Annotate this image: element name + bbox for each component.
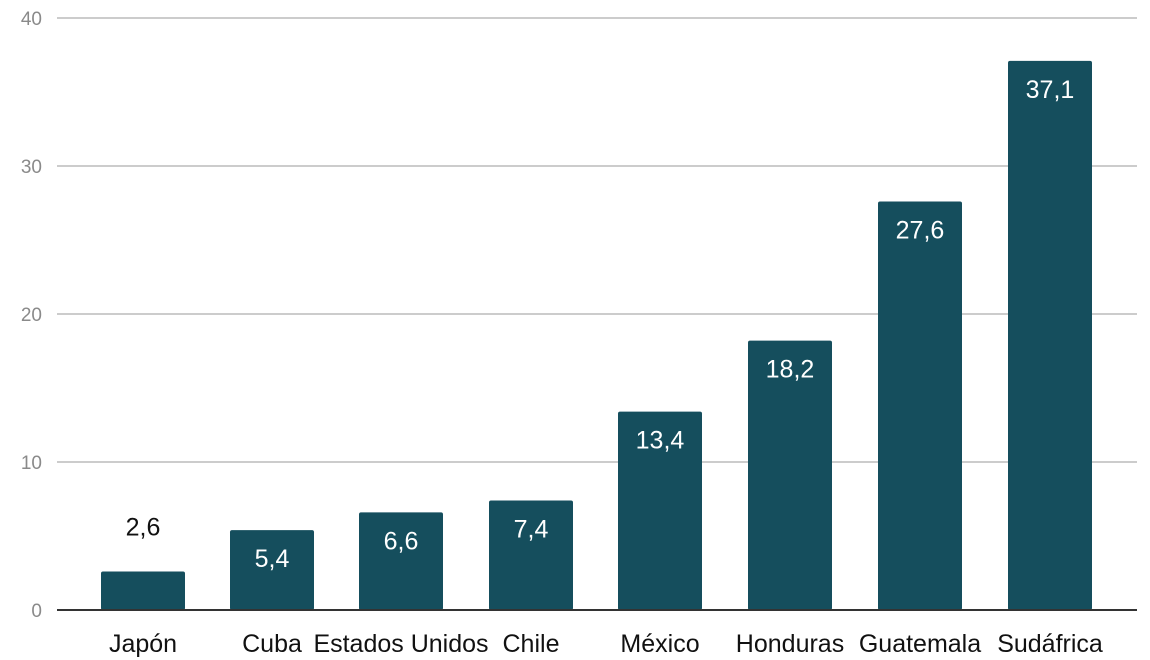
x-category-label: Guatemala <box>859 630 981 658</box>
bar-value-label: 5,4 <box>255 545 290 573</box>
bar <box>489 500 573 610</box>
value-labels: 2,6 5,4 6,6 7,4 13,4 18,2 27,6 37,1 <box>126 76 1075 573</box>
y-tick-label: 20 <box>21 305 42 326</box>
bar <box>359 512 443 610</box>
x-category-label: Honduras <box>736 630 844 658</box>
gridlines <box>57 17 1137 463</box>
bar <box>618 411 702 610</box>
bar-value-label: 13,4 <box>636 427 685 455</box>
y-tick-label: 0 <box>31 601 42 622</box>
y-tick-label: 10 <box>21 453 42 474</box>
x-category-label: Sudáfrica <box>997 630 1103 658</box>
bar <box>748 340 832 610</box>
bar <box>101 571 185 610</box>
x-axis-category-labels: Japón Cuba Estados Unidos Chile México Hondur… <box>109 630 1103 658</box>
x-category-label: Japón <box>109 630 177 658</box>
x-category-label: México <box>620 630 699 658</box>
bar <box>230 530 314 610</box>
bars <box>101 60 1092 611</box>
bar-value-label: 6,6 <box>384 527 419 555</box>
x-category-label: Cuba <box>242 630 302 658</box>
bar-value-label: 27,6 <box>896 217 945 245</box>
bar-value-label: 7,4 <box>514 515 549 543</box>
y-tick-label: 40 <box>21 9 42 30</box>
bar-value-label: 18,2 <box>766 356 815 384</box>
bar <box>1008 60 1092 611</box>
y-tick-label: 30 <box>21 157 42 178</box>
x-category-label: Estados Unidos <box>313 630 488 658</box>
x-category-label: Chile <box>503 630 560 658</box>
bar <box>878 201 962 610</box>
bar-value-label: 37,1 <box>1026 76 1075 104</box>
y-axis-tick-labels: 0 10 20 30 40 <box>21 9 42 622</box>
bar-value-label: 2,6 <box>126 514 161 542</box>
